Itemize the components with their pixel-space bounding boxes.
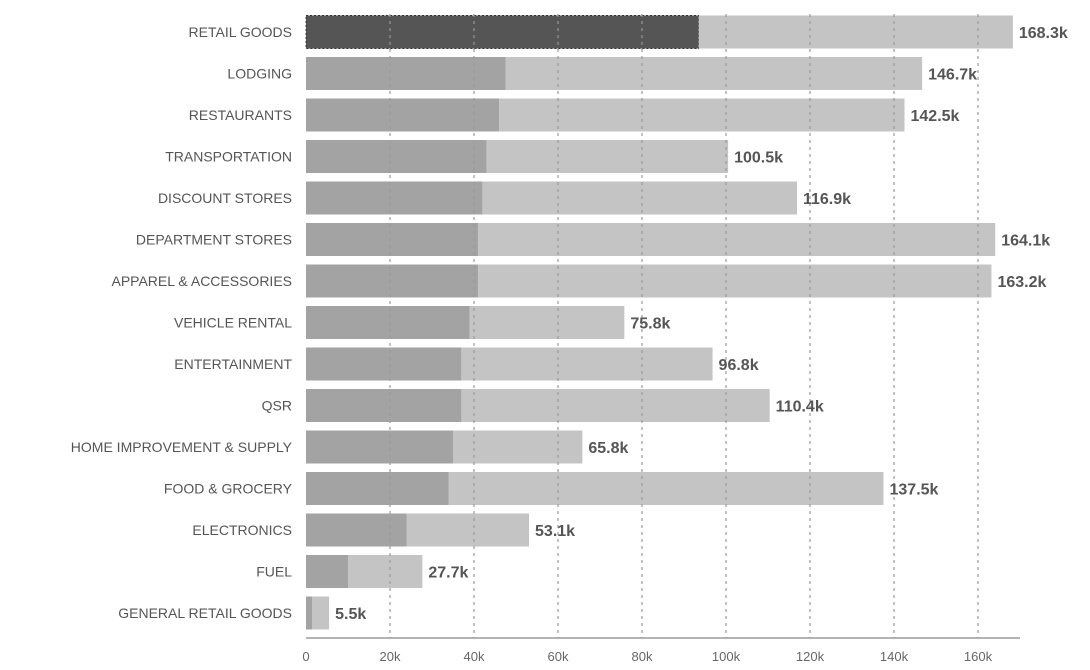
bars-layer: [305, 15, 1013, 630]
bar-segment-1: [306, 264, 479, 298]
x-tick-label: 40k: [464, 649, 485, 664]
x-tick-label: 0: [302, 649, 309, 664]
value-label: 96.8k: [719, 357, 759, 374]
category-labels: RETAIL GOODS LODGING RESTAURANTS TRANSPORTA…: [71, 24, 293, 621]
value-label: 116.9k: [803, 191, 851, 208]
category-label: VEHICLE RENTAL: [174, 315, 292, 331]
x-tick-label: 140k: [880, 649, 909, 664]
bar-segment-2: [461, 389, 770, 422]
category-label: ENTERTAINMENT: [174, 356, 292, 372]
bar-segment-1: [306, 430, 453, 464]
category-label: TRANSPORTATION: [165, 149, 292, 165]
category-label: DEPARTMENT STORES: [136, 232, 292, 248]
bar-segment-1: [306, 596, 313, 630]
category-label: QSR: [262, 398, 292, 414]
value-label: 137.5k: [890, 482, 939, 499]
value-label: 164.1k: [1001, 233, 1050, 250]
x-tick-label: 100k: [712, 649, 741, 664]
x-tick-label: 60k: [548, 649, 569, 664]
bar-segment-2: [499, 98, 905, 132]
value-label: 27.7k: [428, 565, 468, 582]
category-label: APPAREL & ACCESSORIES: [111, 273, 292, 289]
bar-segment-2: [312, 596, 330, 630]
value-label: 163.2k: [997, 274, 1046, 291]
bar-segment-2: [448, 472, 884, 505]
bar-segment-2: [348, 555, 423, 588]
bar-segment-1: [306, 140, 487, 173]
category-label: FUEL: [256, 564, 292, 580]
bar-segment-2: [469, 306, 625, 339]
bar-segment-1: [306, 306, 470, 339]
bar-segment-2: [482, 181, 797, 215]
bar-segment-2: [478, 223, 996, 256]
x-tick-label: 80k: [632, 649, 653, 664]
category-label: RETAIL GOODS: [189, 24, 292, 40]
bar-segment-1: [305, 15, 700, 49]
category-label: RESTAURANTS: [189, 107, 292, 123]
bar-segment-1: [306, 181, 483, 215]
value-label: 142.5k: [911, 108, 960, 125]
x-tick-label: 120k: [796, 649, 825, 664]
bar-segment-1: [306, 555, 348, 588]
x-tick-label: 20k: [380, 649, 401, 664]
bar-segment-1: [306, 347, 462, 381]
category-label: ELECTRONICS: [192, 522, 292, 538]
category-label: FOOD & GROCERY: [164, 481, 293, 497]
x-axis: 0 20k 40k 60k 80k 100k 120k 140k 160k: [302, 637, 1020, 664]
value-label: 5.5k: [335, 606, 366, 623]
value-label: 110.4k: [776, 399, 824, 416]
bar-segment-1: [306, 513, 407, 547]
bar-segment-2: [406, 513, 530, 547]
bar-segment-1: [306, 57, 506, 90]
category-label: HOME IMPROVEMENT & SUPPLY: [71, 439, 293, 455]
bar-segment-2: [461, 347, 713, 381]
bar-segment-1: [306, 472, 449, 505]
bar-segment-2: [698, 15, 1013, 49]
category-label: GENERAL RETAIL GOODS: [118, 605, 292, 621]
bar-segment-2: [505, 57, 923, 90]
category-label: LODGING: [227, 66, 292, 82]
value-labels: 168.3k 146.7k 142.5k 100.5k 116.9k 164.1k 163.…: [335, 25, 1068, 623]
x-tick-label: 160k: [964, 649, 993, 664]
value-label: 75.8k: [630, 316, 670, 333]
value-label: 65.8k: [588, 440, 628, 457]
bar-segment-1: [306, 389, 462, 422]
value-label: 100.5k: [734, 150, 783, 167]
bar-segment-2: [453, 430, 583, 464]
value-label: 146.7k: [928, 67, 977, 84]
value-label: 53.1k: [535, 523, 575, 540]
category-label: DISCOUNT STORES: [158, 190, 292, 206]
bar-segment-1: [306, 223, 479, 256]
bar-segment-2: [478, 264, 992, 298]
value-label: 168.3k: [1019, 25, 1068, 42]
grid-layer: [389, 14, 979, 638]
bar-segment-1: [306, 98, 500, 132]
bar-segment-2: [486, 140, 729, 173]
